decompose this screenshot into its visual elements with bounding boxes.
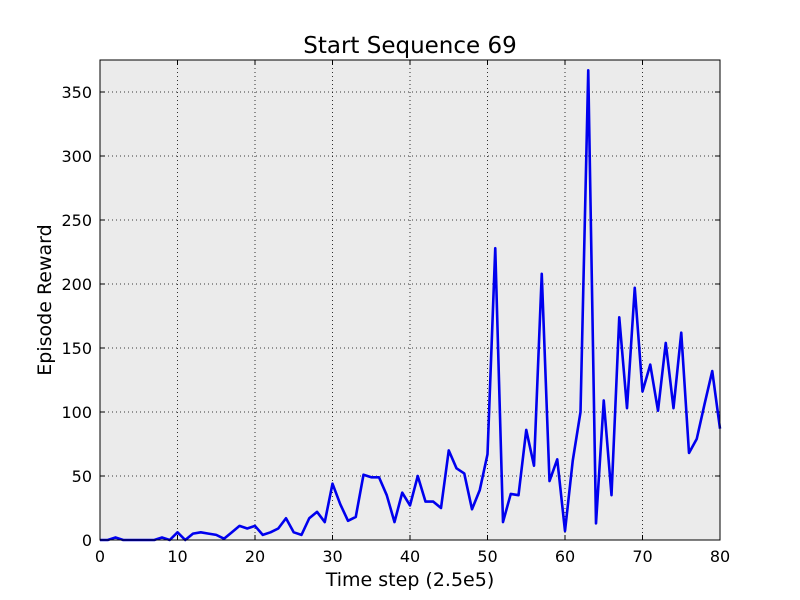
y-axis-label: Episode Reward [34,224,56,375]
x-tick-label: 70 [632,547,652,566]
x-tick-label: 50 [477,547,497,566]
x-tick-label: 40 [400,547,420,566]
y-tick-label: 350 [61,83,92,102]
x-tick-label: 20 [245,547,265,566]
series-layer [100,68,722,542]
x-tick-label: 10 [167,547,187,566]
y-tick-label: 150 [61,339,92,358]
y-tick-labels: 0 50 100 150 200 250 300 350 [61,83,92,550]
y-tick-label: 50 [72,467,92,486]
y-tick-label: 250 [61,211,92,230]
y-tick-label: 200 [61,275,92,294]
series-line [100,68,722,542]
y-tick-label: 0 [82,531,92,550]
y-tick-label: 300 [61,147,92,166]
chart-title: Start Sequence 69 [303,33,517,59]
y-tick-label: 100 [61,403,92,422]
plot-frame [99,59,721,541]
x-tick-labels: 0 10 20 30 40 50 60 70 80 [95,547,730,566]
x-tick-label: 30 [322,547,342,566]
x-tick-label: 80 [710,547,730,566]
x-axis-label: Time step (2.5e5) [325,569,495,591]
x-tick-label: 0 [95,547,105,566]
x-tick-label: 60 [555,547,575,566]
